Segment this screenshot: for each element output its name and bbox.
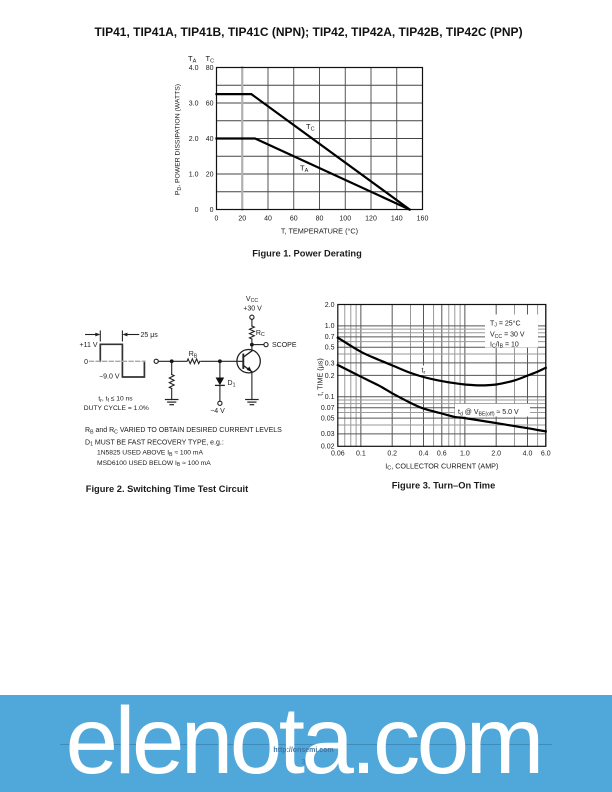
svg-text:Figure 1. Power Derating: Figure 1. Power Derating	[252, 249, 362, 259]
svg-text:0: 0	[215, 216, 219, 223]
svg-text:TC: TC	[206, 54, 215, 65]
svg-text:D1 MUST BE FAST RECOVERY TYPE,: D1 MUST BE FAST RECOVERY TYPE, e.g.:	[85, 439, 224, 447]
svg-text:VCC: VCC	[246, 296, 258, 304]
svg-text:+30 V: +30 V	[243, 306, 262, 313]
svg-text:80: 80	[206, 65, 214, 72]
svg-text:0: 0	[210, 207, 214, 214]
svg-text:−4 V: −4 V	[210, 408, 225, 415]
svg-text:1.0: 1.0	[189, 171, 199, 178]
svg-text:1.0: 1.0	[460, 450, 470, 457]
svg-text:−9.0 V: −9.0 V	[99, 374, 120, 381]
svg-text:4.0: 4.0	[189, 65, 199, 72]
svg-text:0.2: 0.2	[325, 373, 335, 380]
svg-text:0: 0	[195, 207, 199, 214]
svg-text:60: 60	[206, 100, 214, 107]
svg-text:TJ = 25°C: TJ = 25°C	[490, 319, 521, 328]
svg-text:1.0: 1.0	[325, 323, 335, 330]
svg-text:Figure 3. Turn–On Time: Figure 3. Turn–On Time	[392, 481, 496, 491]
svg-text:160: 160	[417, 216, 429, 223]
svg-text:0.5: 0.5	[325, 345, 335, 352]
svg-text:RC: RC	[256, 330, 265, 338]
svg-text:2.0: 2.0	[189, 136, 199, 143]
svg-text:0: 0	[84, 359, 88, 366]
svg-text:0.05: 0.05	[321, 415, 335, 422]
svg-text:6.0: 6.0	[541, 450, 551, 457]
svg-text:80: 80	[316, 216, 324, 223]
svg-text:2.0: 2.0	[491, 450, 501, 457]
svg-text:1N5825 USED ABOVE IB ≈ 100 mA: 1N5825 USED ABOVE IB ≈ 100 mA	[97, 450, 203, 458]
svg-text:0.02: 0.02	[321, 444, 335, 451]
svg-text:0.03: 0.03	[321, 431, 335, 438]
svg-text:TA: TA	[188, 54, 197, 65]
svg-text:140: 140	[391, 216, 403, 223]
svg-text:0.6: 0.6	[437, 450, 447, 457]
svg-text:VCC = 30 V: VCC = 30 V	[490, 332, 525, 340]
svg-text:RB and RC VARIED TO OBTAIN DES: RB and RC VARIED TO OBTAIN DESIRED CURRE…	[85, 427, 282, 435]
svg-text:40: 40	[264, 216, 272, 223]
svg-text:DUTY CYCLE = 1.0%: DUTY CYCLE = 1.0%	[84, 405, 149, 412]
svg-text:0.1: 0.1	[325, 394, 335, 401]
svg-text:20: 20	[238, 216, 246, 223]
svg-text:0.06: 0.06	[331, 450, 345, 457]
svg-text:0.07: 0.07	[321, 405, 335, 412]
svg-text:td @ VBE(off) ≈ 5.0 V: td @ VBE(off) ≈ 5.0 V	[458, 409, 519, 417]
svg-text:D1: D1	[228, 380, 236, 388]
svg-text:IC/IB = 10: IC/IB = 10	[490, 341, 519, 349]
svg-text:IC, COLLECTOR CURRENT (AMP): IC, COLLECTOR CURRENT (AMP)	[385, 461, 498, 471]
svg-text:2.0: 2.0	[325, 302, 335, 309]
svg-text:40: 40	[206, 136, 214, 143]
svg-text:PD, POWER DISSIPATION (WATTS): PD, POWER DISSIPATION (WATTS)	[175, 84, 183, 195]
svg-text:RB: RB	[189, 351, 198, 359]
svg-text:100: 100	[339, 216, 351, 223]
svg-text:4.0: 4.0	[523, 450, 533, 457]
svg-text:tr: tr	[422, 368, 426, 376]
svg-text:60: 60	[290, 216, 298, 223]
svg-text:0.1: 0.1	[356, 450, 366, 457]
svg-text:20: 20	[206, 171, 214, 178]
svg-text:0.7: 0.7	[325, 334, 335, 341]
svg-text:TC: TC	[306, 122, 315, 133]
svg-text:0.4: 0.4	[419, 450, 429, 457]
svg-text:25 μs: 25 μs	[141, 332, 159, 339]
svg-text:0.3: 0.3	[325, 360, 335, 367]
svg-text:3.0: 3.0	[189, 100, 199, 107]
svg-text:MSD6100 USED BELOW IB ≈ 100 mA: MSD6100 USED BELOW IB ≈ 100 mA	[97, 460, 211, 468]
svg-text:Figure 2. Switching Time Test: Figure 2. Switching Time Test Circuit	[86, 484, 248, 494]
svg-text:0.2: 0.2	[387, 450, 397, 457]
svg-text:TA: TA	[300, 164, 309, 175]
svg-text:+11 V: +11 V	[80, 342, 98, 349]
svg-text:SCOPE: SCOPE	[272, 342, 297, 349]
svg-text:tr, tf ≤ 10 ns: tr, tf ≤ 10 ns	[98, 396, 133, 404]
svg-text:120: 120	[365, 216, 377, 223]
svg-text:t, TIME (μs): t, TIME (μs)	[316, 358, 325, 396]
svg-text:T, TEMPERATURE (°C): T, TEMPERATURE (°C)	[281, 227, 358, 236]
